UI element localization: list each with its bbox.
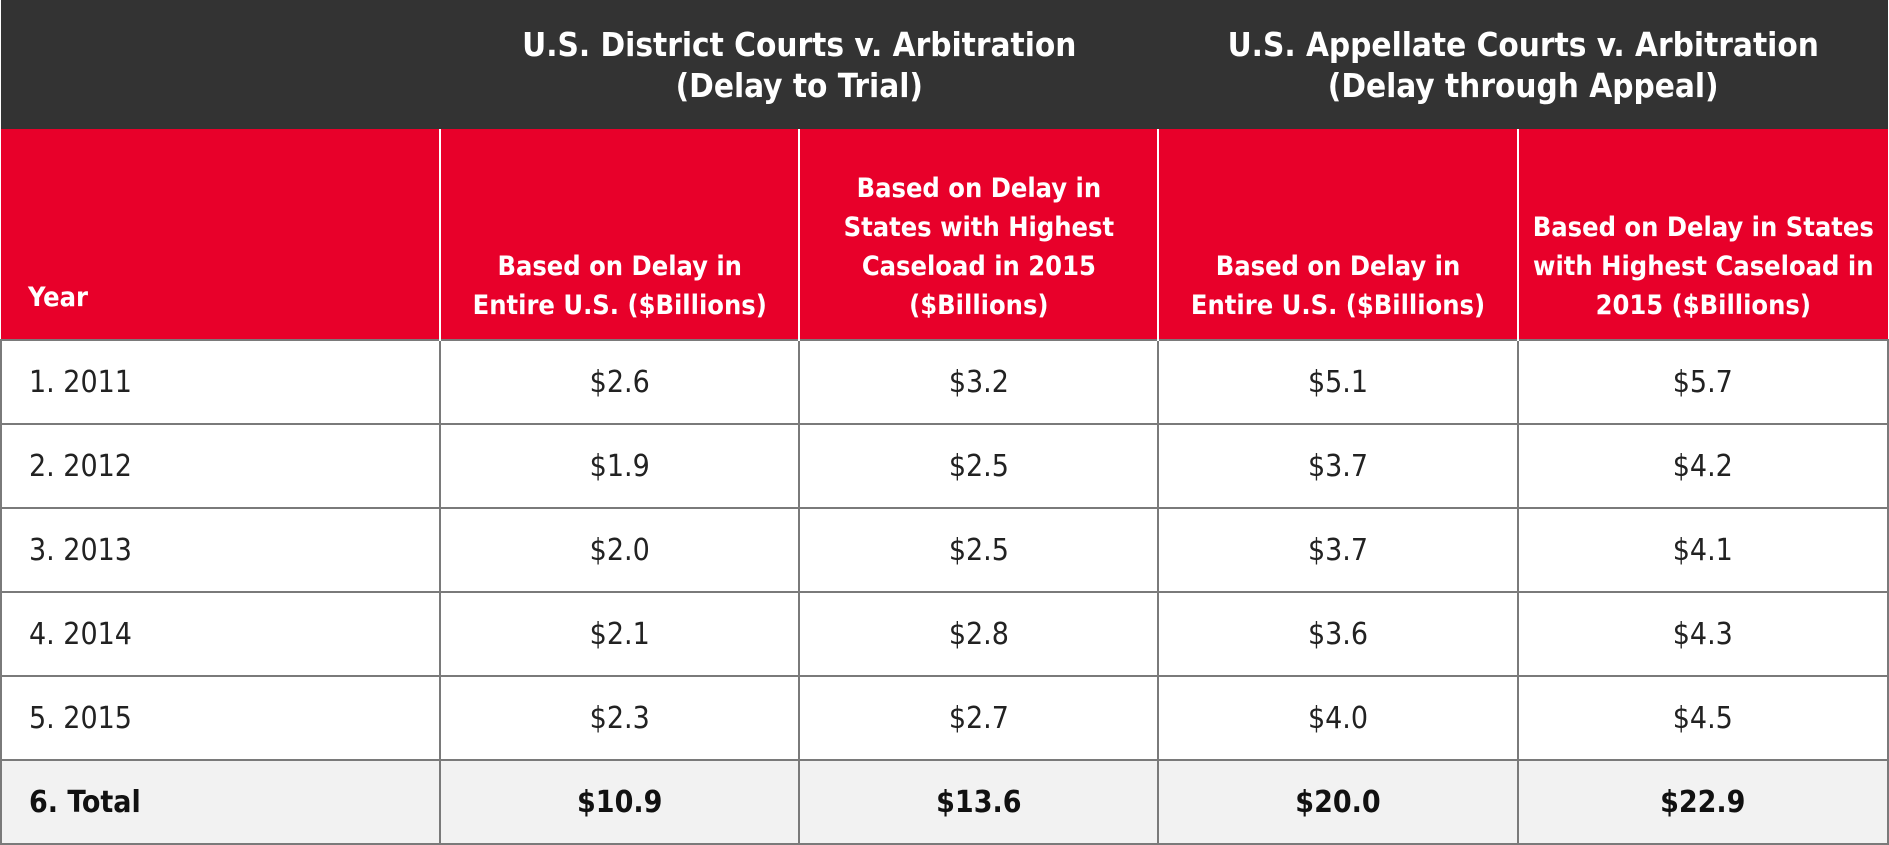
year-cell: 3. 2013 <box>0 507 442 593</box>
column-header-line: ($Billions) <box>909 290 1049 321</box>
column-header-line: Based on Delay in <box>497 251 742 282</box>
column-group-header-row: U.S. District Courts v. Arbitration (Del… <box>1 0 1888 129</box>
column-header-year: Year <box>1 129 442 340</box>
total-row: 6. Total $10.9 $13.6 $20.0 $22.9 <box>0 759 1889 845</box>
total-value-cell: $10.9 <box>439 759 801 845</box>
total-value-cell: $22.9 <box>1516 759 1889 845</box>
year-cell: 2. 2012 <box>0 423 442 509</box>
value-cell: $2.3 <box>439 675 801 761</box>
table-row: 1. 2011 $2.6 $3.2 $5.1 $5.7 <box>0 339 1889 425</box>
value-cell: $3.6 <box>1157 591 1519 677</box>
group-header-empty-cell <box>1 0 441 129</box>
value-cell: $2.7 <box>798 675 1160 761</box>
column-header-line: States with Highest <box>843 212 1115 243</box>
total-value-cell: $20.0 <box>1157 759 1519 845</box>
value-cell: $3.2 <box>798 339 1160 425</box>
value-cell: $4.1 <box>1516 507 1889 593</box>
value-cell: $5.7 <box>1516 339 1889 425</box>
value-cell: $4.0 <box>1157 675 1519 761</box>
table-row: 5. 2015 $2.3 $2.7 $4.0 $4.5 <box>0 675 1889 761</box>
value-cell: $2.0 <box>439 507 801 593</box>
column-header-line: with Highest Caseload in <box>1533 251 1874 282</box>
value-cell: $3.7 <box>1157 507 1519 593</box>
value-cell: $2.5 <box>798 423 1160 509</box>
column-header-district-highest-caseload: Based on Delay in States with Highest Ca… <box>798 129 1160 340</box>
total-label-cell: 6. Total <box>0 759 442 845</box>
column-header-appellate-entire-us: Based on Delay in Entire U.S. ($Billions… <box>1157 129 1519 340</box>
column-header-appellate-highest-caseload: Based on Delay in States with Highest Ca… <box>1516 129 1888 340</box>
value-cell: $4.3 <box>1516 591 1889 677</box>
value-cell: $5.1 <box>1157 339 1519 425</box>
value-cell: $2.8 <box>798 591 1160 677</box>
value-cell: $3.7 <box>1157 423 1519 509</box>
group-header-appellate-line1: U.S. Appellate Courts v. Arbitration <box>1227 24 1819 64</box>
table-row: 2. 2012 $1.9 $2.5 $3.7 $4.2 <box>0 423 1889 509</box>
year-cell: 1. 2011 <box>0 339 442 425</box>
column-header-line: Entire U.S. ($Billions) <box>1190 290 1486 321</box>
value-cell: $1.9 <box>439 423 801 509</box>
group-header-district-line1: U.S. District Courts v. Arbitration <box>522 24 1077 64</box>
year-cell: 4. 2014 <box>0 591 442 677</box>
column-header-line: Entire U.S. ($Billions) <box>472 290 767 321</box>
value-cell: $2.6 <box>439 339 801 425</box>
value-cell: $4.2 <box>1516 423 1889 509</box>
value-cell: $2.1 <box>439 591 801 677</box>
group-header-appellate: U.S. Appellate Courts v. Arbitration (De… <box>1158 0 1888 129</box>
column-header-line: Based on Delay in States <box>1532 212 1874 243</box>
value-cell: $2.5 <box>798 507 1160 593</box>
column-header-line: Caseload in 2015 <box>861 251 1096 282</box>
group-header-district-line2: (Delay to Trial) <box>675 65 923 105</box>
column-header-row: Year Based on Delay in Entire U.S. ($Bil… <box>1 129 1888 340</box>
group-header-appellate-line2: (Delay through Appeal) <box>1327 65 1719 105</box>
column-header-district-entire-us: Based on Delay in Entire U.S. ($Billions… <box>439 129 801 340</box>
total-value-cell: $13.6 <box>798 759 1160 845</box>
column-header-line: Based on Delay in <box>1215 251 1461 282</box>
year-cell: 5. 2015 <box>0 675 442 761</box>
table-row: 4. 2014 $2.1 $2.8 $3.6 $4.3 <box>0 591 1889 677</box>
value-cell: $4.5 <box>1516 675 1889 761</box>
table-row: 3. 2013 $2.0 $2.5 $3.7 $4.1 <box>0 507 1889 593</box>
column-header-line: Based on Delay in <box>856 173 1102 204</box>
group-header-district: U.S. District Courts v. Arbitration (Del… <box>440 0 1159 129</box>
column-header-line: 2015 ($Billions) <box>1595 290 1811 321</box>
